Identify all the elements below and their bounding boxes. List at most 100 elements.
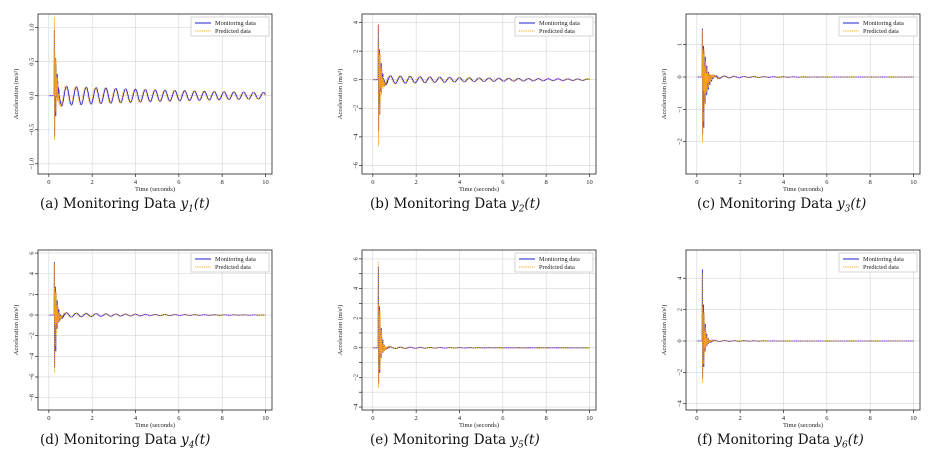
- x-tick-label: 10: [910, 415, 917, 422]
- caption-a-symbol: y: [180, 196, 189, 212]
- caption-c: (c) Monitoring Data y3(t): [697, 196, 866, 215]
- y-tick-label: −1: [676, 106, 683, 113]
- x-tick-label: 8: [545, 179, 548, 186]
- series-line-predicted: [372, 261, 590, 389]
- series-line-monitoring: [48, 262, 266, 368]
- caption-f-subscript: 6: [842, 440, 848, 451]
- y-tick-label: −4: [352, 403, 359, 411]
- y-tick-label: −2: [676, 138, 683, 145]
- y-tick-label: 0: [352, 78, 359, 81]
- x-tick-label: 4: [782, 179, 786, 186]
- caption-b-arg: (t): [524, 196, 541, 212]
- chart-panel-c: 0 2 4 6 8 10 −2 −1 0 1 Time (seconds) Acceleration …: [648, 2, 932, 193]
- y-tick-label: −4: [28, 352, 35, 360]
- y-tick-label: −2: [352, 105, 359, 112]
- caption-d: (d) Monitoring Data y4(t): [40, 432, 210, 451]
- y-tick-label: 4: [352, 286, 359, 290]
- caption-b-tag: (b): [370, 196, 390, 212]
- series-line-monitoring: [372, 24, 590, 132]
- caption-b-text: Monitoring Data: [393, 196, 507, 212]
- y-axis-label: Acceleration (m/s²): [13, 305, 20, 356]
- caption-c-tag: (c): [697, 196, 716, 212]
- chart-panel-f: 0 2 4 6 8 10 −4 −2 0 2 4 Time (seconds) Acceleration…: [648, 238, 932, 429]
- caption-d-text: Monitoring Data: [63, 432, 177, 448]
- legend-label-monitoring: Monitoring data: [539, 20, 580, 27]
- y-tick-label: 0: [676, 339, 683, 342]
- y-tick-label: 6: [352, 257, 359, 261]
- x-tick-label: 8: [869, 415, 872, 422]
- caption-e-text: Monitoring Data: [392, 432, 507, 448]
- legend-label-predicted: Predicted data: [863, 28, 899, 35]
- x-tick-label: 8: [545, 415, 548, 422]
- series-line-predicted: [372, 23, 590, 147]
- x-axis-label: Time (seconds): [783, 186, 823, 193]
- caption-e: (e) Monitoring Data y5(t): [370, 432, 540, 451]
- caption-e-tag: (e): [370, 432, 389, 448]
- plot-frame: [361, 13, 597, 175]
- x-tick-label: 6: [177, 415, 181, 422]
- x-axis-label: Time (seconds): [135, 186, 175, 193]
- legend-label-predicted: Predicted data: [215, 28, 251, 35]
- legend-label-predicted: Predicted data: [863, 264, 899, 271]
- caption-b-subscript: 2: [518, 204, 525, 215]
- grid-b: [362, 14, 596, 174]
- plot-frame: [37, 249, 273, 411]
- x-tick-label: 6: [825, 415, 829, 422]
- x-axis-label: Time (seconds): [459, 422, 499, 429]
- caption-d-subscript: 4: [188, 440, 195, 451]
- y-tick-label: 0.5: [28, 58, 35, 66]
- grid-c: [686, 14, 920, 174]
- x-tick-label: 2: [91, 179, 94, 186]
- y-tick-label: 0: [676, 75, 683, 78]
- plot-frame: [361, 249, 597, 411]
- legend-label-monitoring: Monitoring data: [863, 256, 904, 263]
- legend-label-monitoring: Monitoring data: [215, 256, 256, 263]
- x-tick-label: 6: [501, 179, 505, 186]
- caption-f-tag: (f): [697, 432, 713, 448]
- caption-d-arg: (t): [194, 432, 211, 448]
- chart-a-svg: 0 2 4 6 8 10 −1.0 −0.5 0.0 0.5 1.0 Time (seconds) Ac…: [13, 13, 273, 193]
- y-axis-label: Acceleration (m/s²): [13, 69, 20, 120]
- caption-a-arg: (t): [193, 196, 210, 212]
- y-tick-label: −2: [352, 374, 359, 381]
- y-tick-label: 2: [352, 50, 359, 53]
- legend-label-predicted: Predicted data: [539, 264, 575, 271]
- legend-label-monitoring: Monitoring data: [863, 20, 904, 27]
- plot-frame: [685, 13, 921, 175]
- plot-frame: [37, 13, 273, 175]
- x-tick-label: 6: [501, 415, 505, 422]
- y-tick-label: −1.0: [28, 158, 35, 170]
- y-tick-label: 1.0: [28, 24, 35, 32]
- caption-e-subscript: 5: [518, 440, 524, 451]
- x-tick-label: 2: [415, 179, 418, 186]
- x-tick-label: 2: [91, 415, 94, 422]
- chart-panel-a: 0 2 4 6 8 10 −1.0 −0.5 0.0 0.5 1.0 Time (seconds) Ac…: [0, 2, 300, 193]
- series-line-predicted: [696, 29, 914, 143]
- y-tick-label: 1: [676, 43, 683, 46]
- chart-panel-b: 0 2 4 6 8 10 −6 −4 −2 0 2 4 Time (seconds) Accelerati…: [324, 2, 624, 193]
- series-line-predicted: [48, 17, 266, 140]
- x-tick-label: 10: [586, 415, 593, 422]
- y-tick-label: −6: [352, 161, 359, 169]
- legend-label-monitoring: Monitoring data: [215, 20, 256, 27]
- legend-label-predicted: Predicted data: [539, 28, 575, 35]
- y-axis-label: Acceleration (m/s²): [661, 69, 668, 120]
- y-tick-label: −0.5: [28, 124, 35, 136]
- y-tick-label: 6: [28, 251, 35, 255]
- y-tick-label: −2: [28, 332, 35, 339]
- x-tick-label: 4: [134, 179, 138, 186]
- caption-c-subscript: 3: [844, 204, 851, 215]
- caption-b: (b) Monitoring Data y2(t): [370, 196, 540, 215]
- plot-frame: [685, 249, 921, 411]
- caption-c-text: Monitoring Data: [719, 196, 833, 212]
- caption-a-text: Monitoring Data: [62, 196, 177, 212]
- x-tick-label: 6: [177, 179, 181, 186]
- y-tick-label: 2: [676, 308, 683, 311]
- caption-e-arg: (t): [523, 432, 540, 448]
